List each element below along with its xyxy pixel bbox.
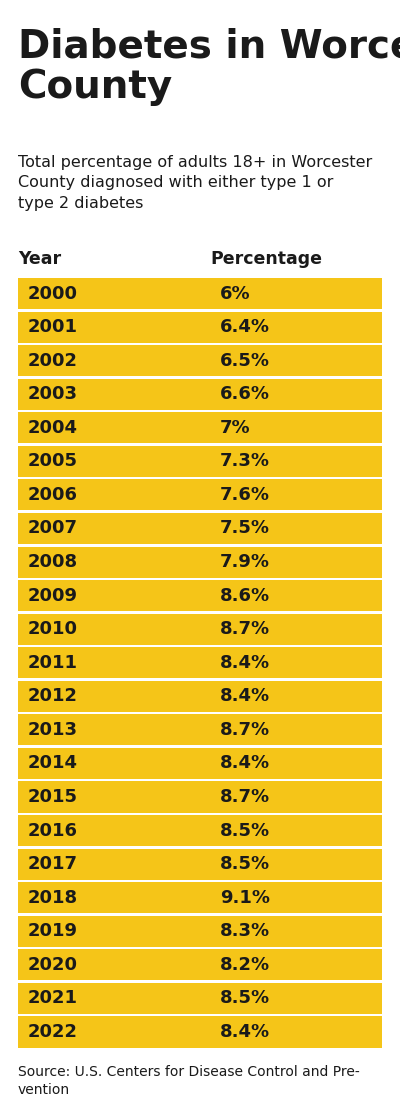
Text: 2022: 2022 xyxy=(28,1023,78,1041)
Text: 8.6%: 8.6% xyxy=(220,587,270,605)
Bar xyxy=(18,714,382,746)
Text: 2007: 2007 xyxy=(28,520,78,538)
Text: 2018: 2018 xyxy=(28,889,78,907)
Text: Source: U.S. Centers for Disease Control and Pre-
vention: Source: U.S. Centers for Disease Control… xyxy=(18,1065,360,1098)
Text: Percentage: Percentage xyxy=(210,250,322,268)
Text: 8.7%: 8.7% xyxy=(220,721,270,739)
Text: 6%: 6% xyxy=(220,285,251,303)
Text: 2008: 2008 xyxy=(28,553,78,571)
Bar xyxy=(18,446,382,477)
Bar xyxy=(18,781,382,813)
Text: 2002: 2002 xyxy=(28,352,78,370)
Bar xyxy=(18,815,382,846)
Text: 8.5%: 8.5% xyxy=(220,822,270,840)
Text: 9.1%: 9.1% xyxy=(220,889,270,907)
Bar xyxy=(18,681,382,712)
Text: 6.5%: 6.5% xyxy=(220,352,270,370)
Text: 2012: 2012 xyxy=(28,688,78,705)
Bar xyxy=(18,647,382,679)
Bar xyxy=(18,614,382,645)
Text: 6.6%: 6.6% xyxy=(220,386,270,404)
Text: 8.5%: 8.5% xyxy=(220,989,270,1007)
Text: 2017: 2017 xyxy=(28,855,78,873)
Bar xyxy=(18,278,382,309)
Bar xyxy=(18,312,382,342)
Text: 2019: 2019 xyxy=(28,922,78,940)
Text: 2016: 2016 xyxy=(28,822,78,840)
Text: 2011: 2011 xyxy=(28,654,78,672)
Text: 2000: 2000 xyxy=(28,285,78,303)
Text: 8.7%: 8.7% xyxy=(220,620,270,638)
Text: 7.3%: 7.3% xyxy=(220,453,270,471)
Bar xyxy=(18,1016,382,1048)
Text: 2013: 2013 xyxy=(28,721,78,739)
Text: 2004: 2004 xyxy=(28,419,78,437)
Text: 2001: 2001 xyxy=(28,319,78,337)
Text: 8.2%: 8.2% xyxy=(220,956,270,974)
Bar xyxy=(18,882,382,913)
Text: 2014: 2014 xyxy=(28,755,78,773)
Text: 8.4%: 8.4% xyxy=(220,654,270,672)
Text: Total percentage of adults 18+ in Worcester
County diagnosed with either type 1 : Total percentage of adults 18+ in Worces… xyxy=(18,155,372,211)
Text: 7.9%: 7.9% xyxy=(220,553,270,571)
Text: 2005: 2005 xyxy=(28,453,78,471)
Text: 2015: 2015 xyxy=(28,788,78,806)
Bar xyxy=(18,513,382,544)
Text: 2010: 2010 xyxy=(28,620,78,638)
Bar xyxy=(18,983,382,1014)
Text: 2020: 2020 xyxy=(28,956,78,974)
Text: 8.5%: 8.5% xyxy=(220,855,270,873)
Text: 6.4%: 6.4% xyxy=(220,319,270,337)
Text: Year: Year xyxy=(18,250,61,268)
Bar xyxy=(18,916,382,947)
Bar xyxy=(18,345,382,376)
Text: 7.5%: 7.5% xyxy=(220,520,270,538)
Text: 2009: 2009 xyxy=(28,587,78,605)
Bar xyxy=(18,849,382,880)
Text: 2006: 2006 xyxy=(28,486,78,504)
Text: 8.3%: 8.3% xyxy=(220,922,270,940)
Bar xyxy=(18,547,382,578)
Text: 2021: 2021 xyxy=(28,989,78,1007)
Bar xyxy=(18,480,382,511)
Text: 8.7%: 8.7% xyxy=(220,788,270,806)
Text: 8.4%: 8.4% xyxy=(220,755,270,773)
Text: 7.6%: 7.6% xyxy=(220,486,270,504)
Bar xyxy=(18,379,382,410)
Bar xyxy=(18,580,382,612)
Text: 2003: 2003 xyxy=(28,386,78,404)
Bar xyxy=(18,748,382,779)
Text: Diabetes in Worcester
County: Diabetes in Worcester County xyxy=(18,28,400,105)
Text: 8.4%: 8.4% xyxy=(220,1023,270,1041)
Bar xyxy=(18,413,382,444)
Text: 8.4%: 8.4% xyxy=(220,688,270,705)
Text: 7%: 7% xyxy=(220,419,251,437)
Bar xyxy=(18,949,382,980)
